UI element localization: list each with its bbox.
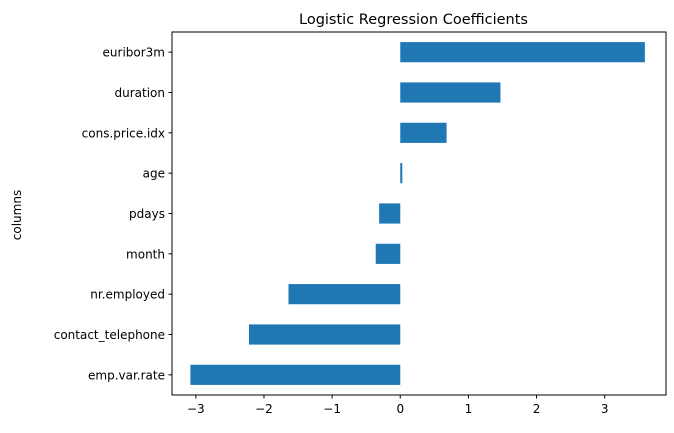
y-tick-label: euribor3m — [103, 46, 165, 60]
y-tick-label: age — [143, 167, 165, 181]
y-ticks: emp.var.rate contact_telephone nr.employed… — [54, 46, 172, 382]
bar-nr.employed — [288, 284, 401, 305]
x-tick-label: −3 — [187, 402, 205, 416]
x-tick-label: −1 — [323, 402, 341, 416]
x-tick-label: 0 — [396, 402, 404, 416]
x-tick-label: 1 — [465, 402, 473, 416]
y-tick-label: nr.employed — [90, 288, 165, 302]
y-tick-label: emp.var.rate — [88, 368, 165, 382]
chart-title: Logistic Regression Coefficients — [299, 12, 528, 28]
x-tick-label: 2 — [533, 402, 541, 416]
x-ticks: −3 −2 −1 0 1 2 3 — [187, 395, 608, 416]
bar-duration — [400, 82, 501, 103]
x-tick-label: 3 — [601, 402, 609, 416]
y-tick-label: cons.price.idx — [82, 126, 165, 140]
plot-frame — [171, 31, 667, 396]
y-tick-label: duration — [115, 86, 166, 100]
bar-month — [375, 243, 401, 264]
bar-pdays — [379, 203, 401, 224]
y-tick-label: month — [126, 247, 165, 261]
y-tick-label: pdays — [129, 207, 165, 221]
bar-cons.price.idx — [400, 122, 447, 143]
bar-euribor3m — [400, 42, 645, 63]
bar-contact_telephone — [248, 324, 401, 345]
bars — [190, 42, 645, 385]
y-tick-label: contact_telephone — [54, 328, 165, 342]
x-tick-label: −2 — [255, 402, 273, 416]
y-axis-label: columns — [10, 190, 24, 240]
bar-emp.var.rate — [190, 364, 401, 385]
bar-age — [400, 163, 403, 184]
